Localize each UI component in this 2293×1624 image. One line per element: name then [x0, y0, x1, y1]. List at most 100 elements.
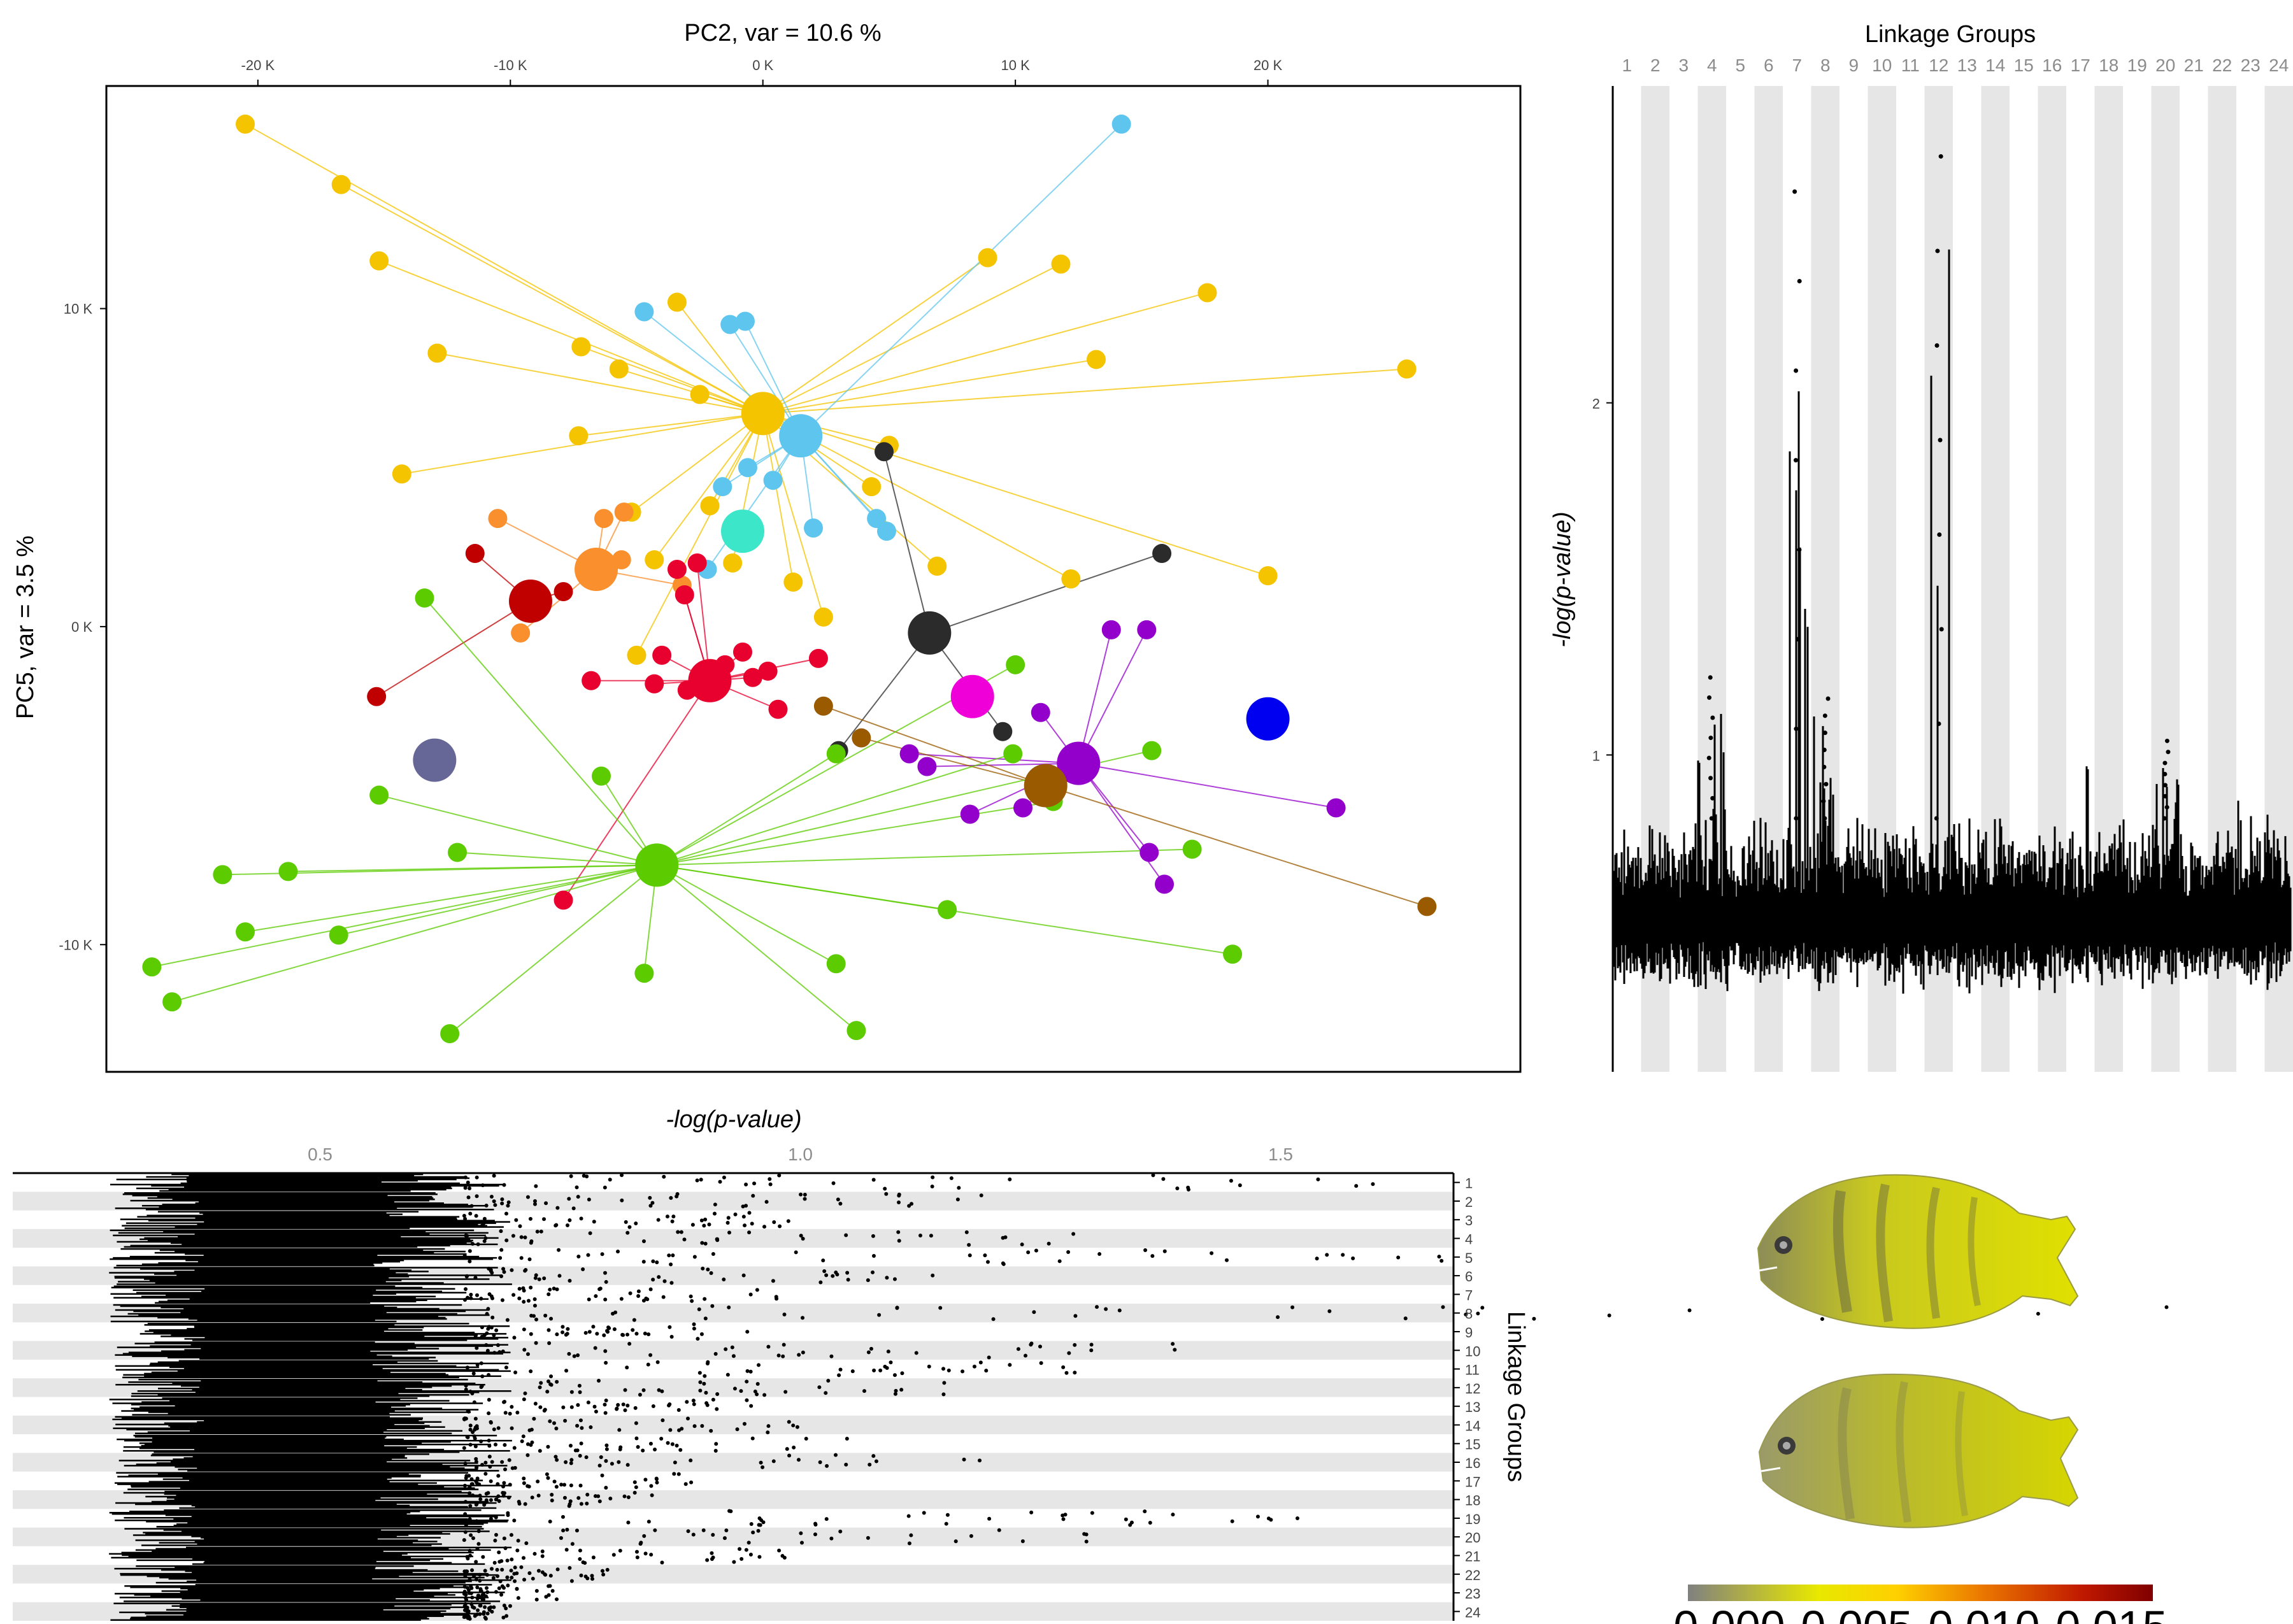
- manhattan-h-point: [625, 1463, 630, 1467]
- manhattan-h-point: [537, 1277, 541, 1281]
- manhattan-h-point: [466, 1614, 470, 1618]
- manhattan-v-peak-point: [2162, 794, 2168, 799]
- manhattan-h-point: [676, 1472, 681, 1476]
- manhattan-h-point: [492, 1560, 497, 1565]
- manhattan-h-point: [1175, 1186, 1180, 1191]
- pca-edge-black: [929, 553, 1162, 634]
- pca-point-purple: [1139, 843, 1159, 862]
- manhattan-h-point: [700, 1241, 704, 1245]
- manhattan-h-point: [480, 1183, 485, 1188]
- manhattan-h-point: [474, 1214, 478, 1218]
- manhattan-h-point: [978, 1458, 982, 1463]
- pca-plot-frame: [105, 85, 1522, 1073]
- manhattan-h-point: [502, 1183, 506, 1187]
- manhattan-h-point: [485, 1572, 489, 1577]
- manhattan-h-point: [519, 1565, 524, 1569]
- manhattan-h-point: [641, 1388, 646, 1392]
- manhattan-h-point: [594, 1409, 598, 1414]
- manhattan-h-point: [569, 1174, 573, 1178]
- pca-point-brown: [813, 696, 833, 716]
- manhattan-h-point: [585, 1501, 589, 1506]
- pca-y-tick-label: 0 K: [71, 619, 92, 635]
- manhattan-h-point: [871, 1253, 876, 1258]
- manhattan-h-point: [986, 1260, 990, 1264]
- manhattan-v-peak-point: [2166, 750, 2171, 755]
- manhattan-h-point: [538, 1385, 542, 1390]
- manhattan-v-peak-point: [2162, 783, 2168, 788]
- manhattan-h-point: [698, 1380, 703, 1385]
- manhattan-h-point: [552, 1479, 557, 1484]
- manhattan-h-point: [492, 1174, 496, 1178]
- manhattan-h-point: [1351, 1256, 1355, 1260]
- manhattan-h-point: [499, 1592, 504, 1597]
- manhattan-h-point: [517, 1296, 522, 1300]
- manhattan-h-point: [938, 1306, 943, 1310]
- manhattan-h-point: [555, 1567, 560, 1572]
- manhattan-h-point: [834, 1453, 838, 1457]
- manhattan-h-point: [568, 1218, 572, 1222]
- manhattan-h-category-label: 23: [1465, 1586, 1480, 1602]
- manhattan-h-point: [515, 1548, 520, 1553]
- manhattan-h-point: [751, 1193, 755, 1198]
- pca-point-green: [329, 925, 348, 945]
- manhattan-h-point: [466, 1195, 471, 1200]
- manhattan-h-point: [795, 1425, 799, 1429]
- pca-x-tick-label: -20 K: [241, 57, 275, 73]
- manhattan-h-point: [1057, 1259, 1062, 1264]
- manhattan-h-point: [838, 1367, 843, 1372]
- manhattan-h-point: [496, 1494, 501, 1499]
- manhattan-v-peak-point: [1939, 627, 1944, 632]
- manhattan-h-point: [983, 1253, 987, 1258]
- manhattan-h-category-label: 15: [1465, 1437, 1480, 1453]
- manhattan-h-point: [468, 1504, 473, 1508]
- manhattan-h-point: [801, 1316, 805, 1320]
- pca-x-tick-label: 0 K: [752, 57, 773, 73]
- manhattan-h-category-label: 18: [1465, 1493, 1480, 1509]
- manhattan-h-point: [549, 1374, 554, 1379]
- pca-edge-yellow: [245, 124, 764, 415]
- manhattan-h-point: [643, 1551, 648, 1556]
- manhattan-h-point: [469, 1477, 474, 1481]
- manhattan-h-point: [510, 1557, 514, 1562]
- pca-point-light_blue: [634, 302, 654, 322]
- manhattan-v-peak-point: [1825, 696, 1831, 701]
- manhattan-h-point: [897, 1200, 901, 1205]
- manhattan-h-point: [492, 1351, 497, 1355]
- pca-point-orange: [594, 509, 613, 529]
- manhattan-h-point: [907, 1204, 911, 1208]
- manhattan-h-point: [515, 1586, 519, 1591]
- pca-point-purple: [899, 744, 919, 764]
- manhattan-h-point: [478, 1497, 483, 1502]
- pca-point-red: [808, 648, 828, 668]
- manhattan-h-point: [750, 1222, 754, 1226]
- manhattan-h-point: [831, 1274, 835, 1278]
- manhattan-h-point: [878, 1368, 883, 1372]
- manhattan-h-point: [576, 1496, 581, 1500]
- manhattan-h-category-label: 9: [1465, 1325, 1473, 1341]
- manhattan-h-point: [838, 1529, 843, 1534]
- pca-network-panel: PC2, var = 10.6 % PC5, var = 3.5 % -20 K…: [12, 20, 1522, 1073]
- manhattan-h-point: [598, 1286, 603, 1291]
- manhattan-h-point: [506, 1204, 510, 1208]
- manhattan-h-point: [690, 1299, 694, 1303]
- manhattan-v-peak-point: [1822, 713, 1827, 718]
- manhattan-h-group-core: [110, 1285, 489, 1304]
- manhattan-h-point: [569, 1461, 573, 1465]
- manhattan-h-category-label: 3: [1465, 1213, 1473, 1229]
- manhattan-h-point: [1162, 1249, 1167, 1253]
- manhattan-h-point: [689, 1480, 694, 1485]
- pca-centroid-blue: [1246, 697, 1290, 741]
- manhattan-v-peak-point: [1936, 721, 1941, 726]
- manhattan-h-point: [579, 1441, 583, 1446]
- pca-point-yellow: [331, 175, 351, 194]
- manhattan-h-point: [475, 1362, 480, 1367]
- pca-point-green: [278, 862, 298, 881]
- manhattan-h-point: [571, 1206, 576, 1211]
- pca-point-yellow: [236, 114, 255, 134]
- manhattan-h-point: [755, 1392, 759, 1397]
- manhattan-h-point: [634, 1436, 639, 1441]
- manhattan-v-category-label: 13: [1957, 55, 1977, 75]
- manhattan-h-point: [526, 1299, 531, 1303]
- manhattan-h-point: [929, 1234, 933, 1238]
- manhattan-h-point: [500, 1460, 504, 1464]
